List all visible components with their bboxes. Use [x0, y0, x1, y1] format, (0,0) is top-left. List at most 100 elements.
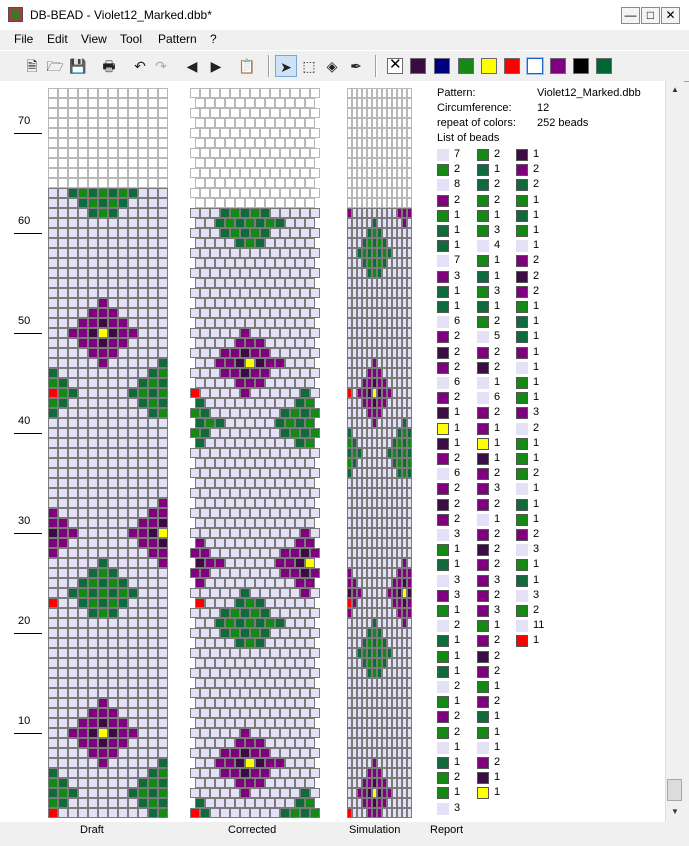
bead-cell[interactable]	[265, 738, 275, 748]
bead-cell[interactable]	[148, 98, 158, 108]
bead-cell[interactable]	[377, 258, 382, 268]
bead-cell[interactable]	[158, 118, 168, 128]
bead-cell[interactable]	[367, 268, 372, 278]
bead-cell[interactable]	[402, 588, 407, 598]
bead-cell[interactable]	[78, 738, 88, 748]
bead-cell[interactable]	[78, 688, 88, 698]
bead-cell[interactable]	[88, 438, 98, 448]
bead-cell[interactable]	[347, 128, 352, 138]
bead-cell[interactable]	[250, 768, 260, 778]
bead-cell[interactable]	[118, 138, 128, 148]
bead-cell[interactable]	[158, 678, 168, 688]
bead-cell[interactable]	[225, 98, 235, 108]
bead-cell[interactable]	[357, 478, 362, 488]
bead-cell[interactable]	[108, 468, 118, 478]
bead-cell[interactable]	[392, 438, 397, 448]
bead-cell[interactable]	[108, 448, 118, 458]
bead-cell[interactable]	[230, 468, 240, 478]
bead-cell[interactable]	[305, 458, 315, 468]
bead-cell[interactable]	[78, 128, 88, 138]
bead-cell[interactable]	[285, 738, 295, 748]
bead-cell[interactable]	[48, 768, 58, 778]
bead-cell[interactable]	[158, 558, 168, 568]
bead-cell[interactable]	[397, 268, 402, 278]
bead-cell[interactable]	[148, 558, 158, 568]
bead-cell[interactable]	[108, 388, 118, 398]
bead-cell[interactable]	[128, 598, 138, 608]
bead-cell[interactable]	[372, 498, 377, 508]
bead-cell[interactable]	[357, 538, 362, 548]
bead-cell[interactable]	[230, 148, 240, 158]
bead-cell[interactable]	[392, 458, 397, 468]
bead-cell[interactable]	[275, 378, 285, 388]
bead-cell[interactable]	[300, 628, 310, 638]
bead-cell[interactable]	[392, 258, 397, 268]
bead-cell[interactable]	[190, 688, 200, 698]
bead-cell[interactable]	[402, 708, 407, 718]
bead-cell[interactable]	[205, 398, 215, 408]
bead-cell[interactable]	[235, 398, 245, 408]
bead-cell[interactable]	[78, 498, 88, 508]
bead-cell[interactable]	[205, 438, 215, 448]
bead-cell[interactable]	[352, 758, 357, 768]
bead-cell[interactable]	[48, 438, 58, 448]
bead-cell[interactable]	[362, 288, 367, 298]
bead-cell[interactable]	[58, 528, 68, 538]
bead-cell[interactable]	[240, 448, 250, 458]
bead-cell[interactable]	[260, 448, 270, 458]
bead-cell[interactable]	[402, 438, 407, 448]
bead-cell[interactable]	[78, 508, 88, 518]
bead-cell[interactable]	[48, 538, 58, 548]
bead-cell[interactable]	[58, 358, 68, 368]
bead-cell[interactable]	[382, 388, 387, 398]
bead-cell[interactable]	[68, 578, 78, 588]
bead-cell[interactable]	[265, 338, 275, 348]
bead-cell[interactable]	[108, 668, 118, 678]
bead-cell[interactable]	[58, 208, 68, 218]
bead-cell[interactable]	[205, 258, 215, 268]
bead-cell[interactable]	[392, 398, 397, 408]
bead-cell[interactable]	[48, 548, 58, 558]
bead-cell[interactable]	[195, 258, 205, 268]
bead-cell[interactable]	[245, 218, 255, 228]
bead-cell[interactable]	[377, 778, 382, 788]
bead-cell[interactable]	[240, 128, 250, 138]
bead-cell[interactable]	[225, 658, 235, 668]
bead-cell[interactable]	[372, 388, 377, 398]
bead-cell[interactable]	[210, 88, 220, 98]
bead-cell[interactable]	[200, 128, 210, 138]
bead-cell[interactable]	[118, 738, 128, 748]
bead-cell[interactable]	[270, 468, 280, 478]
bead-cell[interactable]	[195, 638, 205, 648]
bead-cell[interactable]	[270, 388, 280, 398]
bead-cell[interactable]	[347, 118, 352, 128]
bead-cell[interactable]	[48, 398, 58, 408]
bead-cell[interactable]	[118, 128, 128, 138]
bead-cell[interactable]	[270, 488, 280, 498]
bead-cell[interactable]	[88, 628, 98, 638]
bead-cell[interactable]	[407, 468, 412, 478]
bead-cell[interactable]	[310, 348, 320, 358]
bead-cell[interactable]	[148, 778, 158, 788]
bead-cell[interactable]	[377, 678, 382, 688]
bead-cell[interactable]	[300, 548, 310, 558]
bead-cell[interactable]	[68, 238, 78, 248]
bead-cell[interactable]	[245, 138, 255, 148]
bead-cell[interactable]	[290, 468, 300, 478]
bead-cell[interactable]	[148, 428, 158, 438]
bead-cell[interactable]	[255, 718, 265, 728]
bead-cell[interactable]	[402, 128, 407, 138]
bead-cell[interactable]	[68, 758, 78, 768]
bead-cell[interactable]	[58, 198, 68, 208]
bead-cell[interactable]	[255, 398, 265, 408]
bead-cell[interactable]	[285, 298, 295, 308]
bead-cell[interactable]	[88, 558, 98, 568]
bead-cell[interactable]	[382, 138, 387, 148]
bead-cell[interactable]	[98, 348, 108, 358]
bead-cell[interactable]	[250, 288, 260, 298]
bead-cell[interactable]	[245, 578, 255, 588]
bead-cell[interactable]	[78, 418, 88, 428]
bead-cell[interactable]	[108, 738, 118, 748]
bead-cell[interactable]	[108, 748, 118, 758]
bead-cell[interactable]	[48, 258, 58, 268]
